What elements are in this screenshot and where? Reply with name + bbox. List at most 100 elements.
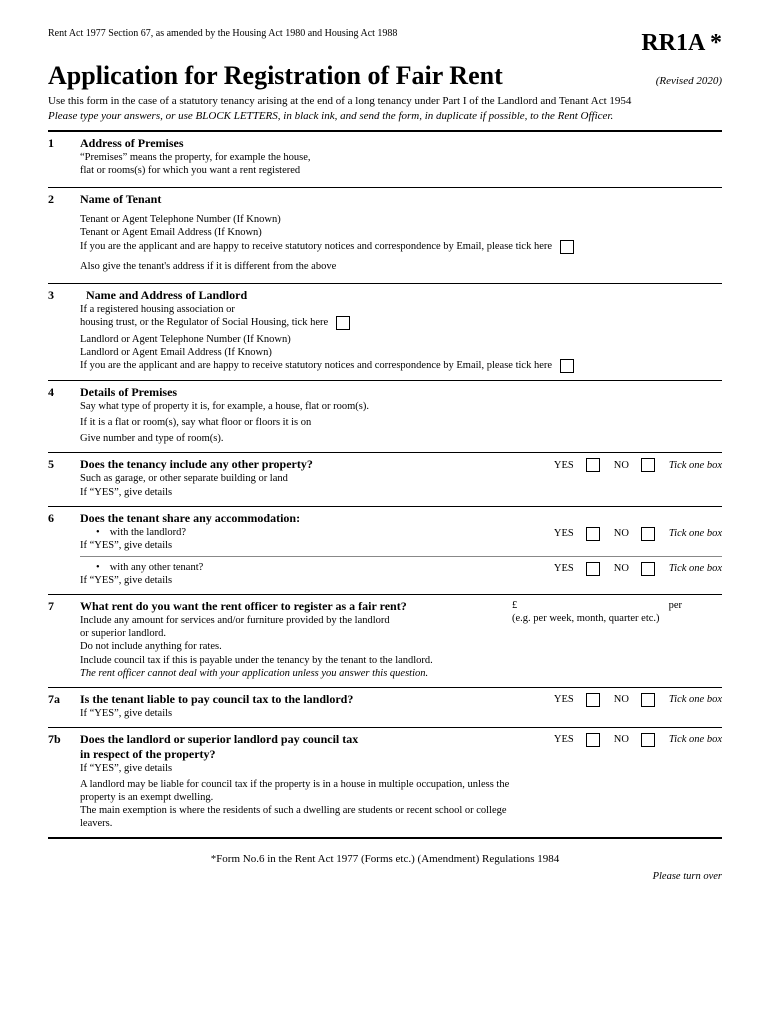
- intro-text-1: Use this form in the case of a statutory…: [48, 95, 722, 109]
- tick-hint: Tick one box: [669, 733, 722, 746]
- no-label: NO: [614, 733, 629, 746]
- rent-period-hint: (e.g. per week, month, quarter etc.): [512, 612, 722, 625]
- s5-yes-checkbox[interactable]: [586, 458, 600, 472]
- section-2: 2 Name of Tenant Tenant or Agent Telepho…: [48, 192, 722, 272]
- header-top: Rent Act 1977 Section 67, as amended by …: [48, 28, 722, 58]
- landlord-assoc-line1: If a registered housing association or: [80, 303, 722, 316]
- tenant-alt-address-label: Also give the tenant's address if it is …: [80, 260, 722, 273]
- s7a-no-checkbox[interactable]: [641, 693, 655, 707]
- section-3-title: Name and Address of Landlord: [86, 288, 722, 303]
- section-6: 6 Does the tenant share any accommodatio…: [48, 511, 722, 588]
- section-4-line3: Give number and type of room(s).: [80, 432, 722, 445]
- s6a-yes-checkbox[interactable]: [586, 527, 600, 541]
- section-7-title: What rent do you want the rent officer t…: [80, 599, 500, 614]
- tick-hint: Tick one box: [669, 459, 722, 472]
- section-1-line1: “Premises” means the property, for examp…: [80, 151, 722, 164]
- landlord-email-consent-line: If you are the applicant and are happy t…: [80, 359, 722, 373]
- divider: [48, 380, 722, 381]
- section-6-title: Does the tenant share any accommodation:: [80, 511, 722, 526]
- s7-l5: The rent officer cannot deal with your a…: [80, 667, 500, 680]
- s6-ifyes-2: If “YES”, give details: [80, 574, 536, 587]
- s7b-note1: A landlord may be liable for council tax…: [80, 778, 536, 804]
- section-4-line2: If it is a flat or room(s), say what flo…: [80, 416, 722, 429]
- tenant-email-consent-checkbox[interactable]: [560, 240, 574, 254]
- s7a-ifyes: If “YES”, give details: [80, 707, 536, 720]
- landlord-email-consent-text: If you are the applicant and are happy t…: [80, 359, 552, 372]
- s6b-yes-checkbox[interactable]: [586, 562, 600, 576]
- revised-label: (Revised 2020): [656, 75, 722, 89]
- yes-label: YES: [554, 733, 574, 746]
- s7b-no-checkbox[interactable]: [641, 733, 655, 747]
- s7b-note2: The main exemption is where the resident…: [80, 804, 536, 830]
- per-label: per: [669, 599, 682, 612]
- turn-over-label: Please turn over: [48, 870, 722, 883]
- no-label: NO: [614, 562, 629, 575]
- s7b-yesno: YES NO Tick one box: [548, 732, 722, 747]
- section-4-line1: Say what type of property it is, for exa…: [80, 400, 722, 413]
- section-number: 7b: [48, 732, 68, 747]
- section-number: 3: [48, 288, 68, 373]
- housing-assoc-checkbox[interactable]: [336, 316, 350, 330]
- section-7: 7 What rent do you want the rent officer…: [48, 599, 722, 680]
- s5-no-checkbox[interactable]: [641, 458, 655, 472]
- tenant-phone-label: Tenant or Agent Telephone Number (If Kno…: [80, 213, 722, 226]
- page-title: Application for Registration of Fair Ren…: [48, 60, 503, 93]
- tick-hint: Tick one box: [669, 562, 722, 575]
- yes-label: YES: [554, 562, 574, 575]
- no-label: NO: [614, 693, 629, 706]
- s7b-ifyes: If “YES”, give details: [80, 762, 536, 775]
- s6b-yesno: YES NO Tick one box: [548, 561, 722, 576]
- s6b-no-checkbox[interactable]: [641, 562, 655, 576]
- tick-hint: Tick one box: [669, 527, 722, 540]
- s6a-yesno: YES NO Tick one box: [548, 526, 722, 541]
- section-7a: 7a Is the tenant liable to pay council t…: [48, 692, 722, 720]
- section-number: 5: [48, 457, 68, 472]
- s6a-no-checkbox[interactable]: [641, 527, 655, 541]
- s6-ifyes-1: If “YES”, give details: [80, 539, 536, 552]
- s7a-yesno: YES NO Tick one box: [548, 692, 722, 707]
- divider: [48, 130, 722, 132]
- divider: [48, 727, 722, 728]
- section-number: 4: [48, 385, 68, 445]
- form-code: RR1A *: [641, 28, 722, 58]
- s6-bullet-landlord: with the landlord?: [96, 526, 536, 539]
- landlord-phone-label: Landlord or Agent Telephone Number (If K…: [80, 333, 722, 346]
- section-1: 1 Address of Premises “Premises” means t…: [48, 136, 722, 177]
- s7-l4: Include council tax if this is payable u…: [80, 654, 500, 667]
- section-number: 2: [48, 192, 68, 272]
- divider: [48, 594, 722, 595]
- s7a-yes-checkbox[interactable]: [586, 693, 600, 707]
- tick-hint: Tick one box: [669, 693, 722, 706]
- s7-l1: Include any amount for services and/or f…: [80, 614, 500, 627]
- section-2-title: Name of Tenant: [80, 192, 722, 207]
- landlord-email-consent-checkbox[interactable]: [560, 359, 574, 373]
- tenant-email-label: Tenant or Agent Email Address (If Known): [80, 226, 722, 239]
- section-5-line1: Such as garage, or other separate buildi…: [80, 472, 536, 485]
- section-number: 6: [48, 511, 68, 588]
- divider: [48, 187, 722, 188]
- section-7b: 7b Does the landlord or superior landlor…: [48, 732, 722, 831]
- act-reference: Rent Act 1977 Section 67, as amended by …: [48, 28, 397, 41]
- yes-label: YES: [554, 693, 574, 706]
- s6-bullet-tenant: with any other tenant?: [96, 561, 536, 574]
- landlord-email-label: Landlord or Agent Email Address (If Know…: [80, 346, 722, 359]
- divider: [48, 506, 722, 507]
- yes-label: YES: [554, 459, 574, 472]
- section-number: 1: [48, 136, 68, 177]
- section-number: 7: [48, 599, 68, 614]
- section-4: 4 Details of Premises Say what type of p…: [48, 385, 722, 445]
- yes-label: YES: [554, 527, 574, 540]
- divider-faint: [80, 556, 722, 557]
- s6-tenant-row: with any other tenant? If “YES”, give de…: [80, 561, 722, 587]
- s7-l3: Do not include anything for rates.: [80, 640, 500, 653]
- section-number: 7a: [48, 692, 68, 707]
- no-label: NO: [614, 459, 629, 472]
- s6-landlord-row: with the landlord? If “YES”, give detail…: [80, 526, 722, 552]
- s7b-yes-checkbox[interactable]: [586, 733, 600, 747]
- section-1-line2: flat or rooms(s) for which you want a re…: [80, 164, 722, 177]
- divider: [48, 837, 722, 839]
- section-1-title: Address of Premises: [80, 136, 722, 151]
- section-5-line2: If “YES”, give details: [80, 486, 536, 499]
- section-5: 5 Does the tenancy include any other pro…: [48, 457, 722, 498]
- divider: [48, 283, 722, 284]
